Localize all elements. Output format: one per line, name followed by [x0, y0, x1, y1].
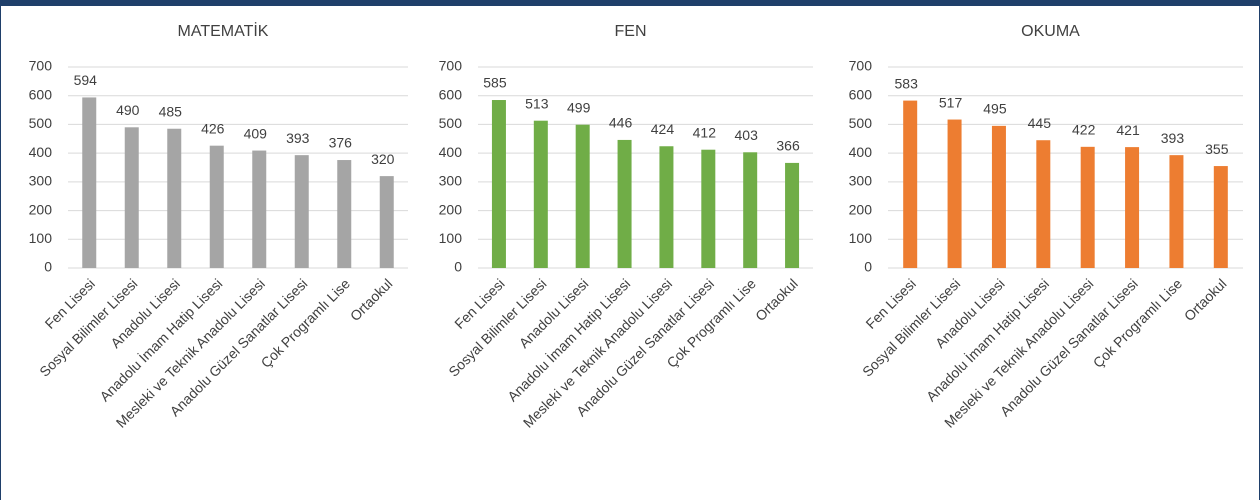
bar [617, 139, 632, 268]
value-label: 393 [286, 130, 310, 146]
value-label: 495 [983, 101, 1007, 117]
bar [743, 152, 758, 268]
bar [1213, 166, 1228, 268]
value-label: 376 [329, 135, 353, 151]
value-label: 409 [244, 125, 268, 141]
bar [209, 145, 224, 268]
value-label: 424 [651, 121, 675, 137]
y-tick-label: 200 [439, 201, 463, 217]
value-label: 403 [735, 127, 759, 143]
x-tick-label: Ortaokul [752, 275, 801, 324]
bar [379, 176, 394, 268]
bar [1036, 140, 1051, 268]
value-label: 426 [201, 120, 225, 136]
y-tick-label: 100 [29, 230, 53, 246]
chart-title: OKUMA [1021, 23, 1080, 40]
y-tick-label: 700 [29, 58, 53, 74]
value-label: 490 [116, 102, 140, 118]
value-label: 485 [159, 103, 183, 119]
y-tick-label: 500 [29, 115, 53, 131]
y-tick-label: 200 [29, 201, 53, 217]
bar [659, 146, 674, 268]
value-label: 355 [1205, 141, 1229, 157]
value-label: 393 [1161, 130, 1185, 146]
bar [991, 125, 1006, 268]
y-tick-label: 600 [439, 86, 463, 102]
value-label: 583 [895, 75, 919, 91]
value-label: 513 [525, 95, 549, 111]
value-label: 412 [693, 124, 717, 140]
bar [294, 155, 309, 268]
bar [82, 97, 97, 269]
value-label: 585 [483, 75, 507, 91]
bar [337, 160, 352, 268]
bar [167, 128, 182, 268]
value-label: 320 [371, 151, 395, 167]
y-tick-label: 0 [864, 259, 872, 275]
y-tick-label: 700 [849, 58, 873, 74]
bar [701, 149, 716, 268]
chart-title: MATEMATİK [178, 21, 269, 40]
y-tick-label: 400 [439, 144, 463, 160]
y-tick-label: 300 [29, 173, 53, 189]
bar [1125, 147, 1140, 268]
value-label: 594 [74, 72, 98, 88]
x-tick-label: Ortaokul [1181, 275, 1230, 324]
bar [1169, 155, 1184, 268]
value-label: 421 [1116, 122, 1140, 138]
chart-title: FEN [615, 23, 647, 40]
bar [903, 100, 918, 269]
value-label: 499 [567, 99, 591, 115]
bar [1080, 146, 1095, 268]
bar [785, 162, 800, 268]
y-tick-label: 700 [439, 58, 463, 74]
y-tick-label: 400 [849, 144, 873, 160]
y-tick-label: 600 [29, 86, 53, 102]
y-tick-label: 100 [849, 230, 873, 246]
x-tick-label: Ortaokul [347, 275, 396, 324]
y-tick-label: 300 [439, 173, 463, 189]
y-tick-label: 0 [454, 259, 462, 275]
bar [575, 124, 590, 268]
value-label: 517 [939, 94, 963, 110]
bar [491, 100, 506, 269]
bar [947, 119, 962, 268]
y-tick-label: 600 [849, 86, 873, 102]
top-border [0, 0, 1260, 6]
bar [252, 150, 267, 268]
value-label: 446 [609, 115, 633, 131]
y-tick-label: 400 [29, 144, 53, 160]
y-tick-label: 200 [849, 201, 873, 217]
y-tick-label: 500 [439, 115, 463, 131]
bar [533, 120, 548, 269]
y-tick-label: 300 [849, 173, 873, 189]
value-label: 366 [776, 138, 800, 154]
y-tick-label: 100 [439, 230, 463, 246]
y-tick-label: 500 [849, 115, 873, 131]
value-label: 422 [1072, 122, 1096, 138]
bar [124, 127, 139, 268]
value-label: 445 [1028, 115, 1052, 131]
y-tick-label: 0 [44, 259, 52, 275]
